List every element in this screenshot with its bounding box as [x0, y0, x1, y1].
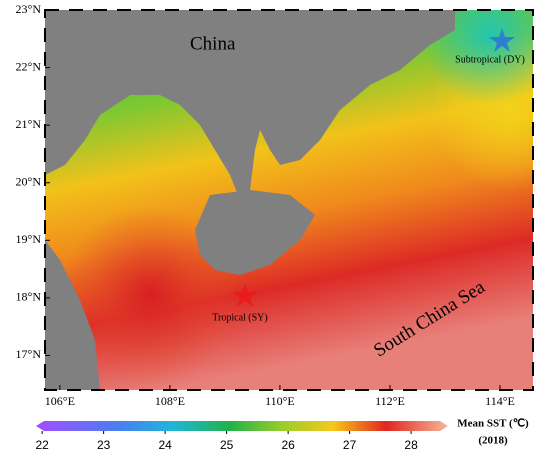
y-tick-label: 23°N: [16, 2, 42, 16]
colorbar: [36, 421, 448, 431]
colorbar-tick-label: 27: [343, 438, 357, 452]
colorbar-tick-label: 26: [281, 438, 295, 452]
land-southwest: [45, 240, 100, 390]
colorbar-tick-label: 28: [404, 438, 418, 452]
colorbar-tick-label: 24: [158, 438, 172, 452]
y-tick-label: 19°N: [16, 232, 42, 246]
x-tick-label: 110°E: [265, 394, 295, 408]
station-star: [232, 283, 258, 307]
map-frame: [44, 9, 534, 391]
x-tick-label: 112°E: [375, 394, 405, 408]
axis-ticks: 106°E 108°E 110°E 112°E 114°E 17°N 18°N 19°N 20°…: [16, 2, 515, 452]
map-area: [45, 10, 533, 390]
colorbar-year: (2018): [478, 435, 508, 447]
station-label: Subtropical (DY): [455, 54, 525, 65]
x-tick-label: 108°E: [155, 394, 185, 408]
y-tick-label: 17°N: [16, 347, 42, 361]
colorbar-title: Mean SST (℃): [457, 418, 529, 430]
colorbar-tick-label: 25: [220, 438, 234, 452]
land-north: [45, 10, 455, 200]
y-tick-label: 20°N: [16, 174, 42, 188]
colorbar-tick-label: 22: [35, 438, 49, 452]
colorbar-tick-label: 23: [97, 438, 111, 452]
hainan-island: [195, 190, 315, 275]
y-tick-label: 21°N: [16, 117, 42, 131]
station-label: Tropical (SY): [212, 312, 267, 323]
station-star: [489, 28, 515, 52]
y-tick-label: 22°N: [16, 59, 42, 73]
y-tick-label: 18°N: [16, 290, 42, 304]
region-label: China: [190, 33, 236, 54]
x-tick-label: 106°E: [45, 394, 75, 408]
x-tick-label: 114°E: [485, 394, 515, 408]
